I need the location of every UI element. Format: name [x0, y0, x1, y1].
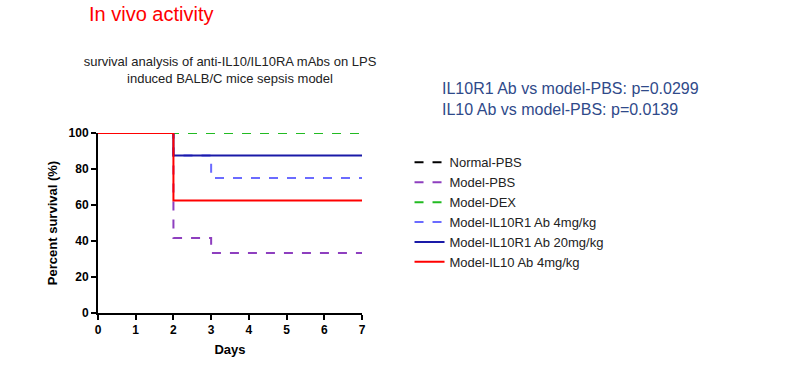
svg-text:In vivo activity: In vivo activity — [89, 3, 213, 25]
svg-text:0: 0 — [95, 323, 102, 337]
svg-text:Model-IL10R1 Ab 4mg/kg: Model-IL10R1 Ab 4mg/kg — [450, 215, 597, 230]
svg-text:20: 20 — [75, 270, 89, 284]
svg-text:Model-DEX: Model-DEX — [450, 195, 517, 210]
svg-text:Model-PBS: Model-PBS — [450, 175, 516, 190]
svg-text:7: 7 — [359, 323, 366, 337]
svg-text:IL10 Ab vs model-PBS: p=0.0139: IL10 Ab vs model-PBS: p=0.0139 — [442, 101, 678, 118]
svg-text:5: 5 — [283, 323, 290, 337]
svg-text:2: 2 — [170, 323, 177, 337]
svg-text:3: 3 — [208, 323, 215, 337]
svg-text:Model-IL10 Ab 4mg/kg: Model-IL10 Ab 4mg/kg — [450, 255, 580, 270]
svg-text:0: 0 — [82, 306, 89, 320]
svg-text:Model-IL10R1 Ab 20mg/kg: Model-IL10R1 Ab 20mg/kg — [450, 235, 604, 250]
svg-text:Days: Days — [214, 342, 245, 357]
svg-text:IL10R1 Ab vs model-PBS: p=0.02: IL10R1 Ab vs model-PBS: p=0.0299 — [442, 80, 699, 97]
svg-text:60: 60 — [75, 198, 89, 212]
svg-text:1: 1 — [132, 323, 139, 337]
svg-text:Normal-PBS: Normal-PBS — [450, 155, 523, 170]
svg-text:40: 40 — [75, 234, 89, 248]
svg-text:80: 80 — [75, 162, 89, 176]
svg-text:Percent survival (%): Percent survival (%) — [45, 161, 60, 285]
svg-text:survival analysis of anti-IL10: survival analysis of anti-IL10/IL10RA mA… — [84, 54, 377, 86]
svg-text:6: 6 — [321, 323, 328, 337]
svg-text:4: 4 — [246, 323, 253, 337]
svg-text:100: 100 — [69, 126, 89, 140]
